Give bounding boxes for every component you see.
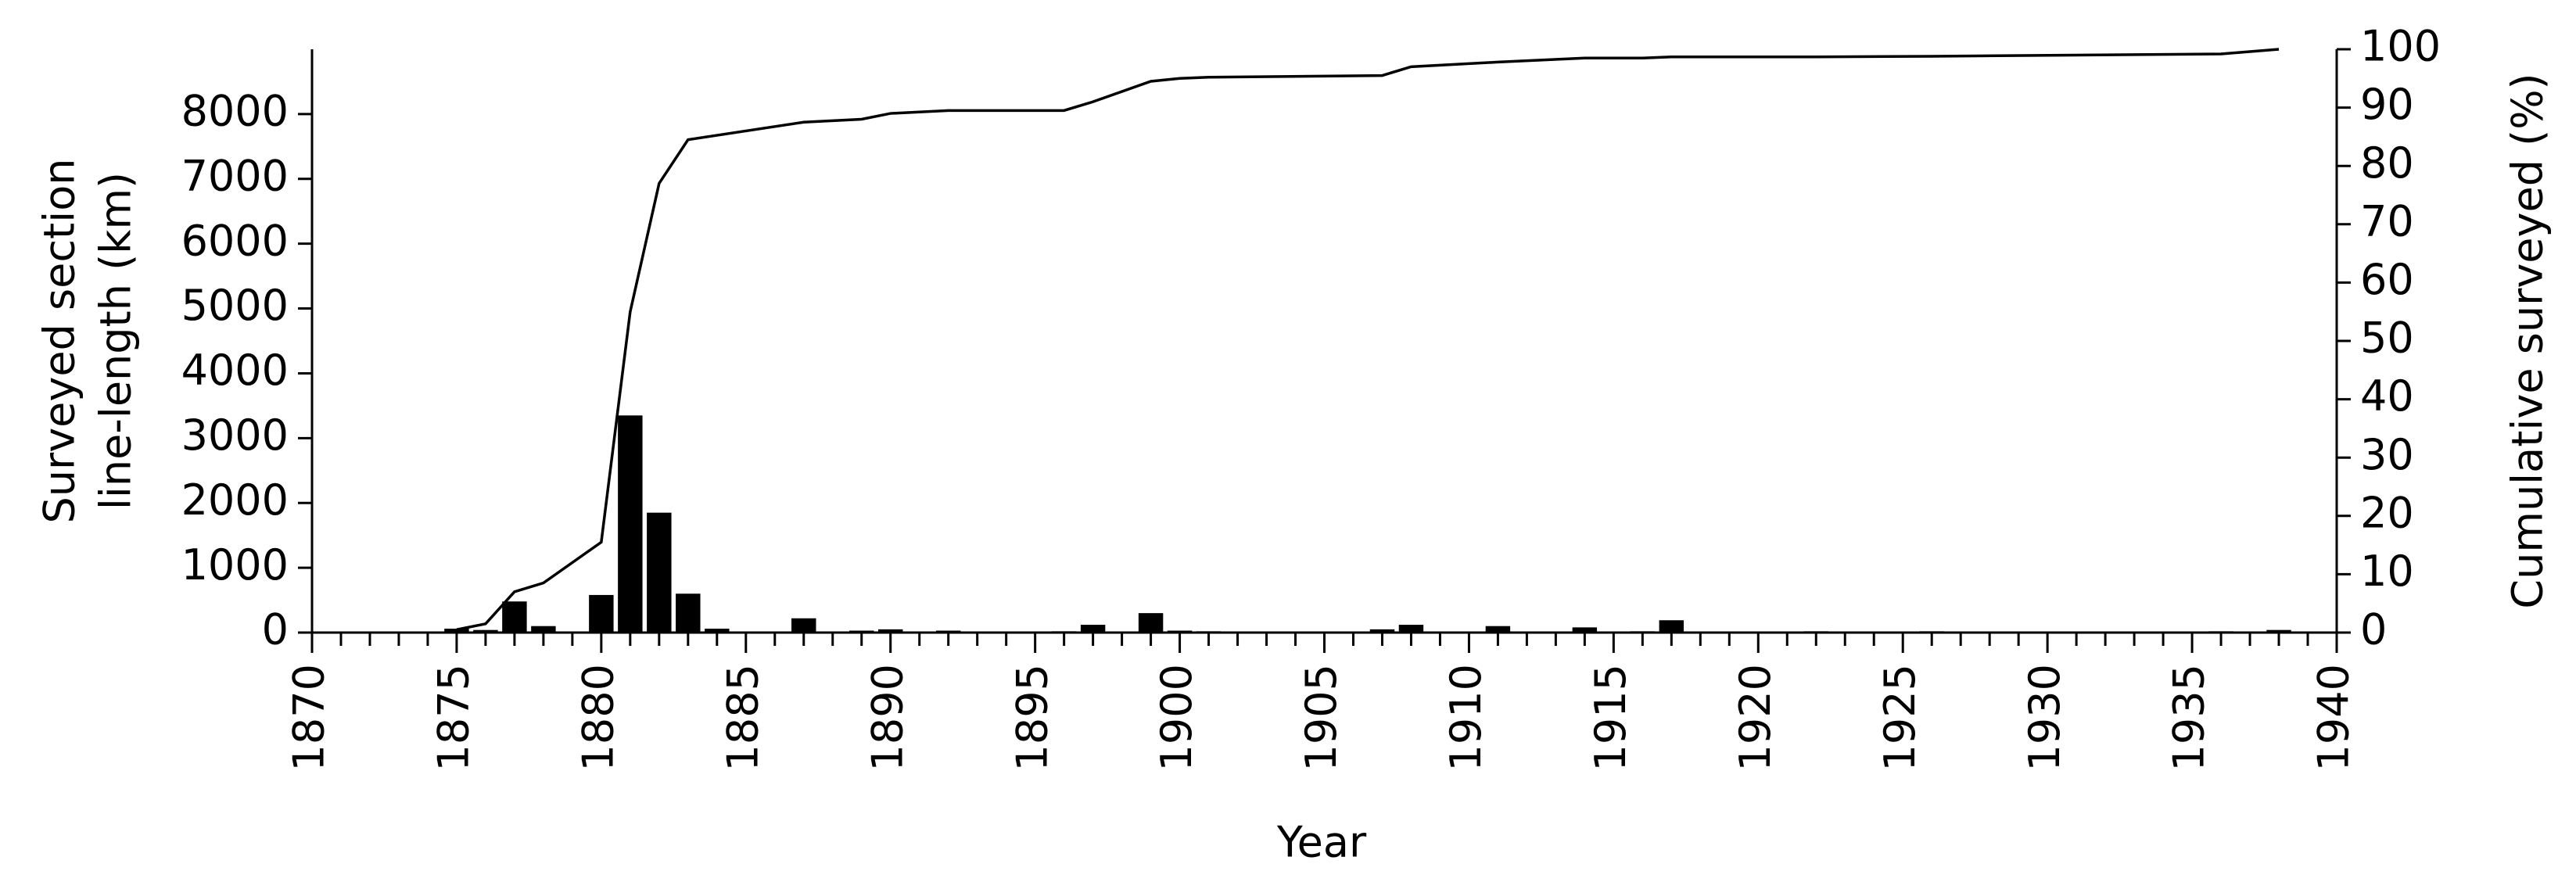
bar <box>1369 629 1395 633</box>
x-tick-label: 1880 <box>573 664 622 771</box>
x-tick-label: 1875 <box>429 664 479 771</box>
y2-axis-label: Cumulative surveyed (%) <box>2503 73 2553 608</box>
bar <box>849 630 874 633</box>
y2-tick-label: 20 <box>2360 488 2414 537</box>
x-tick-label: 1920 <box>1731 664 1780 771</box>
y-tick-label: 2000 <box>181 475 289 525</box>
bar <box>935 630 961 633</box>
x-tick-label: 1915 <box>1586 664 1635 771</box>
x-tick-label: 1905 <box>1297 664 1346 771</box>
y2-tick-label: 40 <box>2360 371 2414 421</box>
y2-tick-label: 100 <box>2360 22 2441 71</box>
y-tick-label: 1000 <box>181 540 289 590</box>
bar <box>531 626 556 633</box>
y2-tick-label: 60 <box>2360 255 2414 304</box>
y-tick-label: 5000 <box>181 281 289 330</box>
bar <box>473 629 498 633</box>
bar <box>705 629 730 633</box>
x-tick-label: 1935 <box>2165 664 2214 771</box>
bar <box>1803 631 1828 633</box>
bar <box>791 618 816 633</box>
bar <box>618 415 643 633</box>
bar <box>1485 626 1511 633</box>
y2-tick-label: 80 <box>2360 138 2414 188</box>
y-axis-label: line-length (km) <box>91 172 141 510</box>
bar <box>877 629 903 633</box>
y-tick-label: 8000 <box>181 87 289 136</box>
bar <box>1167 630 1193 633</box>
bar <box>589 594 614 633</box>
x-axis-label: Year <box>1276 818 1367 867</box>
y-tick-label: 4000 <box>181 346 289 395</box>
y-axis-label: Surveyed section <box>35 159 84 524</box>
x-tick-label: 1930 <box>2020 664 2069 771</box>
x-tick-label: 1870 <box>285 664 334 771</box>
bar <box>1051 631 1077 633</box>
bar <box>647 512 672 633</box>
y2-tick-label: 70 <box>2360 196 2414 246</box>
x-tick-label: 1895 <box>1007 664 1057 771</box>
bar <box>1398 625 1424 633</box>
y2-tick-label: 30 <box>2360 430 2414 479</box>
bar <box>676 593 701 633</box>
y-tick-label: 7000 <box>181 151 289 200</box>
bar <box>1080 625 1106 633</box>
y2-tick-label: 10 <box>2360 547 2414 596</box>
bar <box>1919 631 1944 633</box>
x-tick-label: 1925 <box>1875 664 1925 771</box>
bar <box>1138 613 1164 633</box>
x-tick-label: 1885 <box>718 664 767 771</box>
y-tick-label: 6000 <box>181 216 289 265</box>
bar <box>502 601 527 633</box>
x-tick-label: 1890 <box>863 664 912 771</box>
bar <box>444 629 469 633</box>
bar <box>1572 627 1598 633</box>
y-tick-label: 0 <box>262 605 289 654</box>
cumulative-line <box>456 48 2280 631</box>
bar <box>1630 631 1656 633</box>
x-tick-label: 1900 <box>1152 664 1201 771</box>
y2-tick-label: 0 <box>2360 605 2387 654</box>
bar <box>2266 629 2291 633</box>
x-tick-label: 1940 <box>2309 664 2359 771</box>
y-tick-label: 3000 <box>181 411 289 460</box>
bar <box>2208 631 2233 633</box>
y2-tick-label: 50 <box>2360 314 2414 363</box>
bar <box>1659 620 1684 633</box>
y2-tick-label: 90 <box>2360 80 2414 129</box>
x-tick-label: 1910 <box>1441 664 1491 771</box>
bar <box>1196 631 1222 633</box>
